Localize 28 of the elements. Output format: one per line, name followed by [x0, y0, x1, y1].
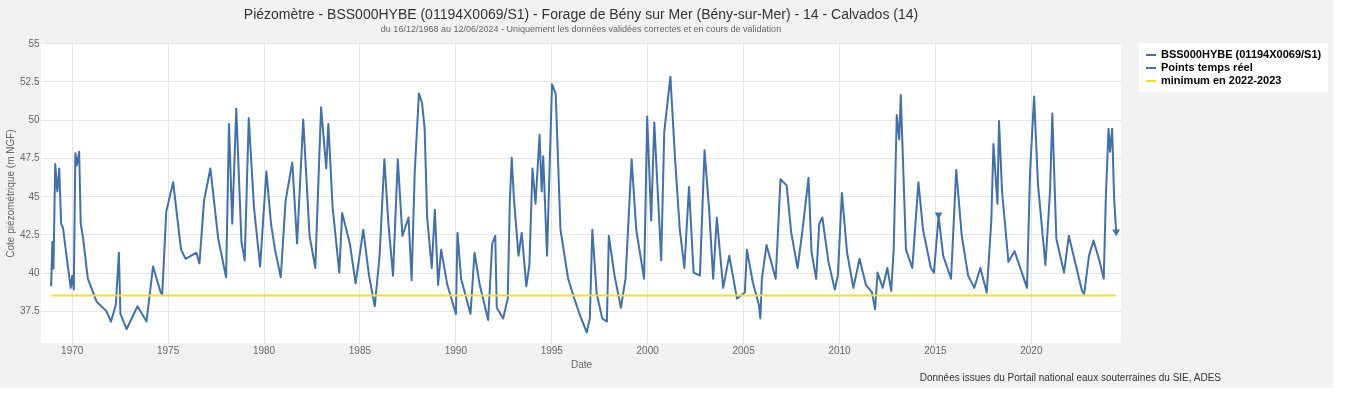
x-tick-label: 1975 — [156, 344, 180, 356]
x-tick-label: 2020 — [1020, 344, 1043, 356]
y-tick-label: 55 — [28, 37, 40, 49]
y-axis-title: Cote piézométrique (m NGF) — [5, 129, 17, 258]
y-tick-label: 47.5 — [20, 152, 40, 164]
y-tick-label: 45 — [28, 190, 40, 202]
line-series — [50, 75, 1118, 334]
legend-label: BSS000HYBE (01194X0069/S1) — [1161, 48, 1322, 60]
x-axis-title: Date — [570, 358, 593, 370]
y-tick-label: 52.5 — [20, 75, 40, 87]
y-tick-label: 42.5 — [20, 228, 40, 240]
y-tick-label: 50 — [28, 114, 40, 126]
x-tick-label: 2015 — [924, 344, 947, 356]
legend-label: Points temps réel — [1161, 61, 1253, 73]
chart-subtitle: du 16/12/1968 au 12/06/2024 - Uniquement les données validées correctes et en cours de validation — [380, 24, 782, 34]
text: Données issues du Portail national eaux souterraines du SIE, ADES — [919, 372, 1222, 383]
x-tick-label: 2010 — [828, 344, 852, 356]
x-tick-label: 2005 — [732, 344, 756, 356]
x-tick-label: 1970 — [61, 344, 84, 356]
y-tick-label: 40 — [28, 267, 40, 279]
x-tick-label: 1995 — [540, 344, 564, 356]
legend-label: minimum en 2022-2023 — [1161, 74, 1282, 86]
x-tick-label: 2000 — [636, 344, 660, 356]
y-tick-label: 37.5 — [20, 305, 40, 317]
x-tick-label: 1980 — [252, 344, 276, 356]
x-tick-label: 1985 — [348, 344, 372, 356]
chart-title: Piézomètre - BSS000HYBE (01194X0069/S1) - Forage de Bény sur Mer (Bény-sur-Mer) - 14 - Calvados (14) — [243, 6, 919, 22]
x-tick-label: 1990 — [444, 344, 468, 356]
